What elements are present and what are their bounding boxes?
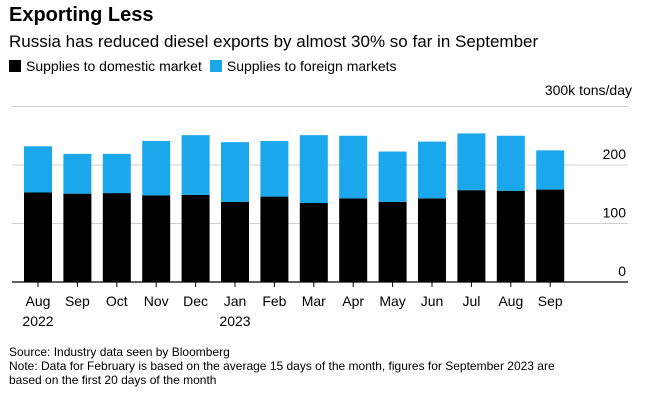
x-tick-label-13: Sep [538, 293, 563, 309]
x-tick-label-8: Apr [342, 293, 364, 309]
source-text: Source: Industry data seen by Bloomberg [9, 345, 230, 359]
x-tick-label-10: Jun [421, 293, 444, 309]
legend-swatch-domestic [9, 60, 21, 72]
x-tick-label-11: Jul [462, 293, 480, 309]
bar-domestic-12 [496, 190, 525, 282]
bar-domestic-2 [102, 193, 131, 282]
bar-foreign-11 [457, 133, 486, 191]
bar-domestic-13 [536, 189, 565, 282]
bar-foreign-1 [63, 153, 92, 194]
x-tick-label-12: Aug [498, 293, 523, 309]
y-tick-label-100: 100 [603, 205, 627, 221]
bar-domestic-6 [260, 196, 289, 282]
bar-domestic-1 [63, 193, 92, 282]
bar-foreign-0 [24, 146, 52, 193]
x-tick-label-2: Oct [106, 293, 128, 309]
legend: Supplies to domestic market Supplies to … [9, 58, 405, 74]
bar-domestic-11 [457, 190, 486, 282]
x-tick-label-0: Aug [26, 293, 51, 309]
x-tick-label-3: Nov [144, 293, 169, 309]
legend-item-foreign: Supplies to foreign markets [209, 58, 397, 74]
chart-subtitle: Russia has reduced diesel exports by alm… [9, 32, 539, 51]
y-tick-label-200: 200 [603, 146, 627, 162]
note-text-line1: Note: Data for February is based on the … [9, 359, 555, 373]
y-axis-unit-label: 300k tons/day [544, 82, 632, 98]
x-tick-label-1: Sep [65, 293, 90, 309]
x-tick-label-7: Mar [302, 293, 326, 309]
stacked-bar-chart: 0 100 200 Aug 2022 Sep Oct Nov Dec Jan 2023 Feb Mar A… [12, 106, 628, 329]
legend-label-foreign: Supplies to foreign markets [226, 58, 397, 74]
bar-domestic-5 [221, 201, 249, 282]
bar-domestic-7 [299, 203, 328, 282]
y-tick-label-0: 0 [618, 263, 626, 279]
bar-foreign-13 [536, 150, 565, 190]
legend-label-domestic: Supplies to domestic market [26, 58, 202, 74]
bar-foreign-3 [142, 141, 171, 196]
legend-swatch-foreign [209, 60, 222, 72]
bar-domestic-0 [24, 192, 52, 282]
bar-foreign-7 [299, 135, 328, 204]
x-tick-label-5: Jan [224, 293, 247, 309]
bar-foreign-4 [181, 135, 210, 195]
bar-domestic-9 [378, 201, 407, 282]
bar-foreign-12 [496, 135, 525, 191]
bar-domestic-10 [418, 198, 446, 282]
x-tick-label-4: Dec [183, 293, 208, 309]
x-tick-label-6: Feb [262, 293, 286, 309]
bar-foreign-10 [418, 141, 446, 199]
bar-domestic-3 [142, 195, 171, 282]
source-note: Source: Industry data seen by Bloomberg … [9, 345, 555, 387]
note-text-line2: based on the first 20 days of the month [9, 373, 217, 387]
bar-foreign-2 [102, 153, 131, 194]
bar-foreign-6 [260, 141, 289, 197]
chart-title: Exporting Less [9, 4, 154, 26]
bar-domestic-4 [181, 194, 210, 282]
x-year-label-0: 2022 [22, 313, 53, 329]
bar-foreign-5 [221, 142, 249, 202]
x-year-label-5: 2023 [219, 313, 250, 329]
legend-item-domestic: Supplies to domestic market [9, 58, 202, 74]
bar-domestic-8 [339, 198, 368, 282]
bar-foreign-9 [378, 151, 407, 202]
bar-foreign-8 [339, 135, 368, 199]
x-tick-label-9: May [379, 293, 405, 309]
